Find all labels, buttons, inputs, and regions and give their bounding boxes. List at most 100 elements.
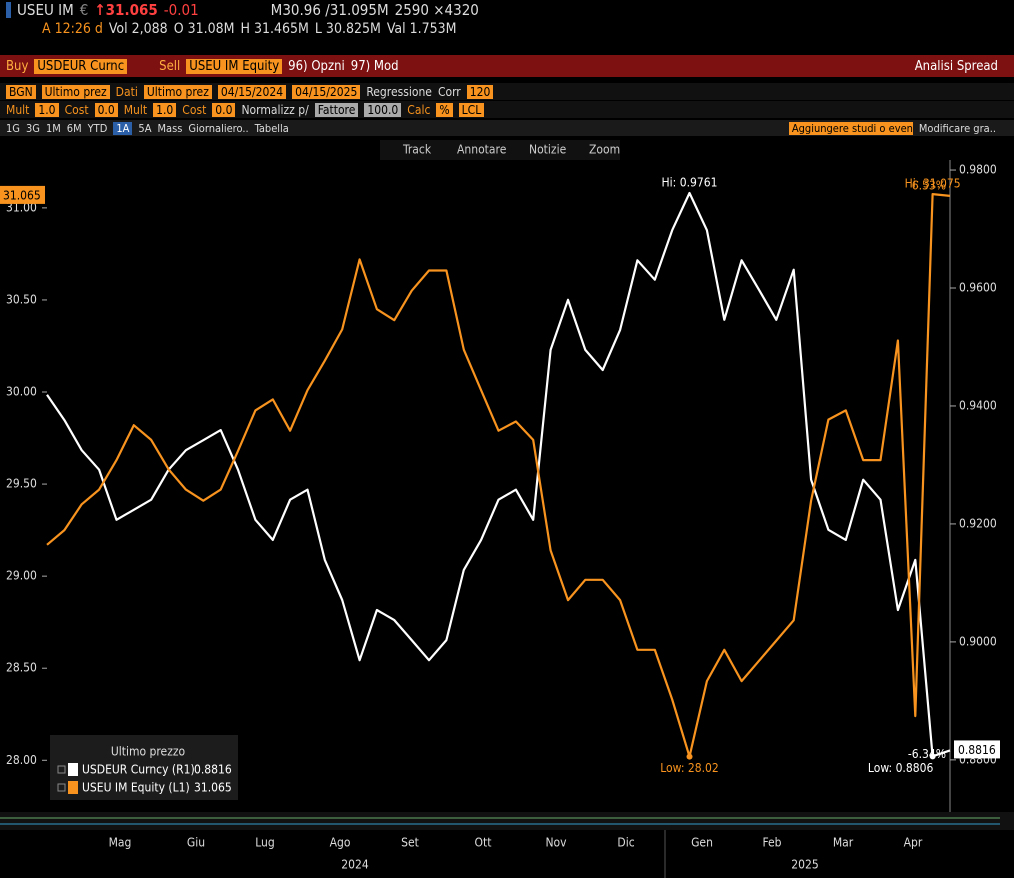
period-button[interactable]: 6M [66,121,82,135]
field[interactable]: 1.0 [35,102,59,117]
mod[interactable]: 97) Mod [350,58,399,74]
size: 2590 ×4320 [394,1,479,19]
label: Calc [407,102,431,117]
title: Analisi Spread [914,58,998,74]
header-row: A 12:26 d Vol 2,088 O 31.08M H 31.465M L… [0,20,1014,38]
period-button[interactable]: 3G [25,121,40,135]
settings-row: BGN Ultimo prez Dati Ultimo prez 04/15/2… [0,83,1014,100]
x-tick-label: Apr [904,836,923,850]
trade-bar: Buy USDEUR Curnc Sell USEU IM Equity 96)… [0,55,1014,77]
legend-title: Ultimo prezzo [111,745,186,759]
period-button[interactable]: Mass [157,121,183,135]
field[interactable]: 100.0 [364,102,402,117]
x-tick-label: Dic [617,836,634,850]
tool-news[interactable]: Notizie [529,143,567,157]
y2-tick-label: 0.9200 [959,516,997,530]
last-value: 31.065 [3,188,41,202]
period-button[interactable]: Giornaliero.. [188,121,249,135]
tool-annotate[interactable]: Annotare [457,143,507,157]
x-tick-label: Gen [691,836,713,850]
label: Cost [64,102,89,117]
y-tick-label: 29.50 [6,477,37,491]
period-button[interactable]: Tabella [254,121,289,135]
field[interactable]: 0.0 [94,102,118,117]
change-label: -6.34% [908,747,946,761]
label: Dati [115,84,138,99]
field[interactable]: Fattore [314,102,359,117]
period-button[interactable]: 1G [6,121,20,135]
buy[interactable]: Buy [6,58,29,74]
hi-label: Hi: 0.9761 [662,176,718,190]
y-tick-label: 30.00 [6,385,37,399]
value: Val 1.753M [386,21,457,37]
x-tick-label: Ott [475,836,492,850]
y-tick-label: 28.00 [6,753,37,767]
low-dot [686,753,693,760]
last-badge [954,740,1000,759]
legend-icon [57,783,66,792]
legend-value: 0.8816 [194,763,232,777]
x-tick-label: Ago [330,836,351,850]
label: Mult [6,102,30,117]
series-line [46,193,951,758]
volume: Vol 2,088 [108,21,168,37]
y2-tick-label: 0.9600 [959,280,997,294]
legend-value: 31.065 [194,781,232,795]
period-button[interactable]: 5A [138,121,152,135]
last-value: 0.8816 [958,743,996,757]
label: Cost [182,102,207,117]
field[interactable]: % [436,102,453,117]
price: ↑31.065 [94,1,158,19]
change: -0.01 [163,1,199,19]
tool-zoom[interactable]: Zoom [589,143,620,157]
field[interactable]: 1.0 [153,102,177,117]
period-button[interactable]: 1A [113,121,133,135]
x-tick-label: Lug [255,836,275,850]
header-row: USEU IM € ↑31.065 -0.01 M30.96 /31.095M … [0,0,1014,20]
currency: € [79,1,89,19]
hi-label: Hi: 31.075 [905,177,961,191]
field[interactable]: Ultimo prez [143,84,212,99]
period-button[interactable]: 1M [45,121,61,135]
field[interactable]: 120 [466,84,494,99]
sell-ticker[interactable]: USEU IM Equity [186,58,283,74]
start-date[interactable]: 04/15/2024 [217,84,287,99]
period-row: 1G 3G 1M 6M YTD 1A 5A Mass Giornaliero.. Tabella A… [0,120,1014,136]
x-tick-label: Nov [545,836,567,850]
y2-tick-label: 0.9800 [959,163,997,177]
buy-ticker[interactable]: USDEUR Curnc [34,58,128,74]
field[interactable]: 0.0 [212,102,236,117]
tool-track[interactable]: Track [402,143,432,157]
options[interactable]: 96) Opzni [288,58,345,74]
high: H 31.465M [240,21,309,37]
low-dot [929,753,936,760]
marker [6,2,11,18]
low-label: Low: 28.02 [660,761,719,775]
sell[interactable]: Sell [159,58,181,74]
x-tick-label: Mag [109,836,132,850]
field[interactable]: LCL [458,102,485,117]
label[interactable]: Regressione [366,84,432,99]
x-tick-label: Giu [187,836,205,850]
low-label: Low: 0.8806 [868,761,934,775]
period-button[interactable]: YTD [87,121,108,135]
end-date[interactable]: 04/15/2025 [292,84,361,99]
field[interactable]: Ultimo prez [41,84,110,99]
chart-option[interactable]: Aggiungere studi o eventi [788,121,913,135]
legend-swatch [68,763,78,776]
y-tick-label: 30.50 [6,292,37,306]
field[interactable]: BGN [6,84,36,99]
label[interactable]: Corr [437,84,461,99]
x-year-label: 2025 [791,858,818,872]
open: O 31.08M [173,21,235,37]
legend-swatch [68,781,78,794]
y-tick-label: 29.00 [6,569,37,583]
series-line [46,191,951,758]
label[interactable]: Normalizz p/ [241,102,309,117]
legend-icon [57,765,66,774]
chart-option[interactable]: Modificare gra.. [918,121,996,135]
x-tick-label: Feb [762,836,781,850]
navigator [0,812,1014,830]
